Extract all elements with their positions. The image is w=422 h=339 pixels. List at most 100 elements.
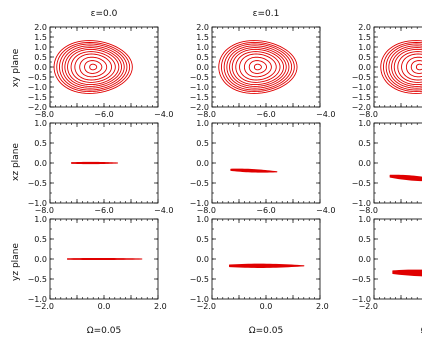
- y-tick-label: −1.0: [352, 295, 371, 304]
- y-tick-label: −1.0: [28, 199, 47, 208]
- x-tick-label: −8.0: [359, 110, 378, 119]
- orbit-ring: [89, 63, 98, 71]
- orbit-ring: [220, 41, 295, 93]
- y-tick-label: 1.0: [196, 119, 209, 128]
- y-tick-label: −0.5: [190, 73, 209, 82]
- y-tick-label: −1.5: [190, 93, 209, 102]
- y-tick-label: 0.5: [358, 53, 371, 62]
- y-tick-label: −0.5: [28, 73, 47, 82]
- orbit-band: [67, 257, 143, 261]
- orbit-ring: [70, 51, 116, 83]
- plot-panels: 2.01.51.00.50.0−0.5−1.0−1.5−2.0−8.0 −6.0−…: [28, 23, 422, 311]
- y-tick-label: 2.0: [358, 23, 371, 32]
- y-tick-label: −1.0: [190, 295, 209, 304]
- y-tick-label: 0.5: [34, 235, 47, 244]
- panel-yz-eps-clipped: 1.0 0.5 0.0 −0.5 −1.0−2.0: [352, 215, 422, 311]
- orbit-ring: [235, 51, 281, 83]
- orbit-ring: [380, 40, 422, 94]
- x-tick-label: −6.0: [94, 206, 113, 215]
- orbit-ring: [248, 60, 267, 74]
- panel-xy-eps-0.1: 2.01.51.00.50.0−0.5−1.0−1.5−2.0−8.0 −6.0 −…: [190, 23, 336, 119]
- curve-group: [67, 257, 143, 261]
- y-tick-label: 0.0: [358, 159, 371, 168]
- plot-frame: [211, 26, 321, 108]
- column-title-0: ε=0.0: [91, 9, 118, 19]
- y-tick-label: −0.5: [190, 275, 209, 284]
- x-tick-label: 2.0: [316, 302, 329, 311]
- y-tick-label: 1.0: [358, 43, 371, 52]
- y-tick-label: 0.0: [196, 159, 209, 168]
- orbit-ring: [410, 60, 422, 74]
- panel-yz-eps-0.1: 1.0 0.5 0.0 −0.5 −1.0−2.0 0.0 2.0: [190, 215, 329, 311]
- orbit-ring: [67, 48, 120, 86]
- y-tick-label: −0.5: [352, 179, 371, 188]
- orbit-ring: [388, 45, 422, 89]
- y-tick-label: 1.0: [34, 215, 47, 224]
- y-tick-label: 1.0: [196, 43, 209, 52]
- y-tick-label: 0.0: [196, 255, 209, 264]
- orbit-ring: [84, 60, 103, 74]
- orbit-ring: [58, 43, 128, 91]
- y-tick-label: 1.5: [196, 33, 209, 42]
- y-tick-label: 0.5: [196, 139, 209, 148]
- y-tick-label: 0.5: [34, 53, 47, 62]
- y-tick-label: −0.5: [28, 179, 47, 188]
- y-tick-label: −1.0: [28, 83, 47, 92]
- x-tick-label: −2.0: [35, 302, 54, 311]
- orbit-ring: [415, 63, 422, 71]
- orbit-ring: [53, 40, 133, 94]
- orbit-ring: [223, 43, 293, 91]
- y-tick-label: −1.0: [190, 83, 209, 92]
- y-tick-label: 0.0: [196, 63, 209, 72]
- x-tick-label: 0.0: [98, 302, 111, 311]
- panel-xy-eps-clipped: 2.01.51.00.50.0−0.5−1.0−1.5−2.0−8.0: [352, 23, 422, 119]
- y-tick-label: −0.5: [352, 275, 371, 284]
- orbit-ring: [401, 53, 422, 81]
- y-tick-label: 1.0: [34, 43, 47, 52]
- curve-group: [389, 174, 422, 182]
- plot-frame: [211, 122, 321, 204]
- panel-yz-eps-0.0: 1.0 0.5 0.0 −0.5 −1.0−2.0 0.0 2.0: [28, 215, 167, 311]
- y-tick-label: 2.0: [196, 23, 209, 32]
- panel-xz-eps-clipped: 1.0 0.5 0.0 −0.5 −1.0−8.0: [352, 119, 422, 215]
- orbit-band: [71, 161, 119, 165]
- x-tick-label: −4.0: [154, 110, 173, 119]
- x-tick-label: −2.0: [359, 302, 378, 311]
- orbit-ring: [239, 53, 277, 81]
- x-tick-label: −8.0: [197, 110, 216, 119]
- orbit-ring: [391, 47, 422, 87]
- curve-group: [53, 40, 133, 94]
- orbit-ring: [253, 63, 262, 71]
- y-tick-label: 0.0: [34, 63, 47, 72]
- orbit-ring: [393, 48, 422, 86]
- y-tick-label: −0.5: [28, 275, 47, 284]
- y-tick-label: −2.0: [28, 103, 47, 112]
- x-tick-label: −6.0: [256, 206, 275, 215]
- y-tick-label: 1.0: [34, 119, 47, 128]
- y-tick-label: 0.5: [34, 139, 47, 148]
- x-tick-label: 0.0: [260, 302, 273, 311]
- x-tick-label: −4.0: [316, 110, 335, 119]
- panel-xy-eps-0.0: 2.01.51.00.50.0−0.5−1.0−1.5−2.0−8.0 −6.0 −…: [28, 23, 174, 119]
- x-tick-label: −6.0: [256, 110, 275, 119]
- plot-frame: [373, 218, 422, 300]
- y-tick-label: 1.0: [358, 215, 371, 224]
- column-title-1: ε=0.1: [253, 9, 280, 19]
- orbit-ring: [231, 48, 284, 86]
- curve-group: [380, 40, 422, 94]
- x-tick-label: −2.0: [197, 302, 216, 311]
- y-tick-label: 1.0: [358, 119, 371, 128]
- y-tick-label: −2.0: [352, 103, 371, 112]
- orbit-ring: [226, 45, 290, 89]
- orbit-ring: [56, 41, 131, 93]
- y-tick-label: −2.0: [190, 103, 209, 112]
- x-tick-label: 2.0: [154, 302, 167, 311]
- y-tick-label: −0.5: [352, 73, 371, 82]
- plot-frame: [211, 218, 321, 300]
- panel-xz-eps-0.1: 1.0 0.5 0.0 −0.5 −1.0−8.0 −6.0 −4.0: [190, 119, 336, 215]
- y-tick-label: −0.5: [190, 179, 209, 188]
- orbit-ring: [64, 47, 122, 87]
- column-xlabel-0: Ω=0.05: [87, 326, 121, 336]
- orbit-ring: [229, 47, 287, 87]
